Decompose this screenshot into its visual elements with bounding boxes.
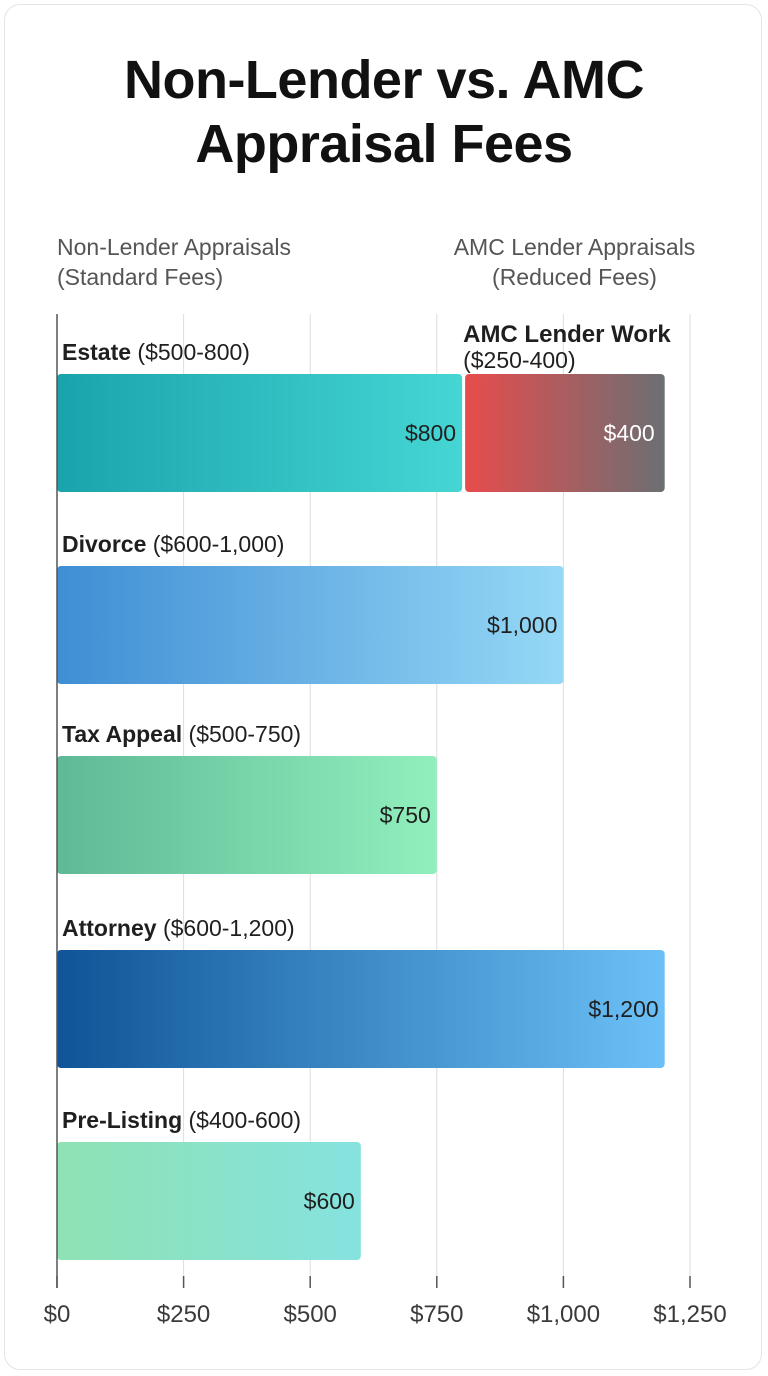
- x-tick-label: $750: [410, 1301, 463, 1328]
- x-tick-label: $1,000: [527, 1301, 600, 1328]
- x-tick-label: $0: [44, 1301, 71, 1328]
- category-range: ($500-800): [131, 339, 250, 365]
- bar-amc-lender-work: [465, 374, 665, 492]
- bar-value-label: $1,200: [588, 996, 658, 1022]
- x-tick-label: $250: [157, 1301, 210, 1328]
- amc-header-line2: (Reduced Fees): [492, 264, 657, 290]
- amc-bar-value-label: $400: [604, 420, 655, 446]
- category-label: Attorney ($600-1,200): [62, 915, 295, 941]
- bar-pre-listing: [57, 1142, 361, 1260]
- x-tick-label: $1,250: [653, 1301, 726, 1328]
- amc-bar-title: AMC Lender Work: [463, 321, 671, 348]
- bars: [57, 374, 665, 1260]
- category-label: Pre-Listing ($400-600): [62, 1107, 301, 1133]
- bar-divorce: [57, 566, 564, 684]
- category-range: ($600-1,000): [146, 531, 284, 557]
- x-axis: $0 $250 $500 $750 $1,000 $1,250: [44, 314, 727, 1328]
- non-lender-header-line1: Non-Lender Appraisals: [57, 234, 291, 260]
- category-name: Pre-Listing: [62, 1107, 182, 1133]
- non-lender-header-line2: (Standard Fees): [57, 264, 224, 290]
- labels: Estate ($500-800) $800 Divorce ($600-1,000…: [62, 321, 671, 1214]
- category-label: Divorce ($600-1,000): [62, 531, 284, 557]
- non-lender-column-header: Non-Lender Appraisals (Standard Fees): [57, 232, 291, 292]
- bar-value-label: $1,000: [487, 612, 557, 638]
- category-name: Estate: [62, 339, 131, 365]
- category-name: Tax Appeal: [62, 721, 182, 747]
- category-name: Attorney: [62, 915, 157, 941]
- category-label: Estate ($500-800): [62, 339, 250, 365]
- category-range: ($600-1,200): [157, 915, 295, 941]
- x-tick-label: $500: [284, 1301, 337, 1328]
- chart-title: Non-Lender vs. AMC Appraisal Fees: [123, 50, 645, 174]
- category-range: ($400-600): [182, 1107, 301, 1133]
- bar-value-label: $800: [405, 420, 456, 446]
- bar-estate: [57, 374, 463, 492]
- amc-column-header: AMC Lender Appraisals (Reduced Fees): [400, 232, 749, 292]
- category-name: Divorce: [62, 531, 146, 557]
- bar-attorney: [57, 950, 665, 1068]
- category-range: ($500-750): [182, 721, 301, 747]
- amc-bar-range: ($250-400): [463, 347, 576, 373]
- bar-value-label: $600: [304, 1188, 355, 1214]
- category-label: Tax Appeal ($500-750): [62, 721, 301, 747]
- bar-tax-appeal: [57, 756, 437, 874]
- bar-value-label: $750: [380, 802, 431, 828]
- amc-header-line1: AMC Lender Appraisals: [453, 234, 696, 260]
